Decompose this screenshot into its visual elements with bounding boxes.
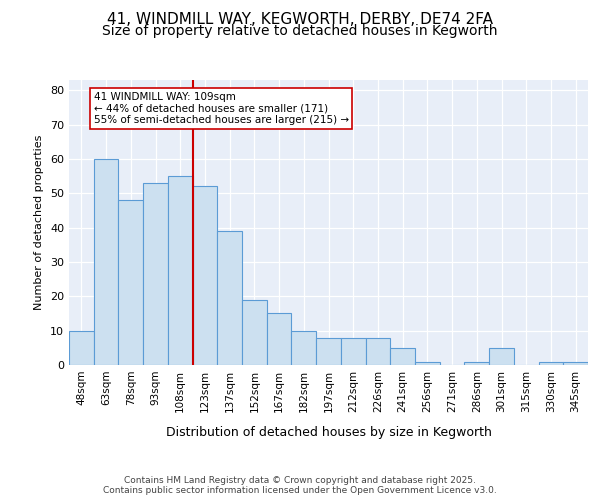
Bar bbox=[94, 159, 118, 365]
Bar bbox=[267, 314, 292, 365]
Bar bbox=[316, 338, 341, 365]
Text: Size of property relative to detached houses in Kegworth: Size of property relative to detached ho… bbox=[102, 24, 498, 38]
Bar bbox=[341, 338, 365, 365]
Bar bbox=[464, 362, 489, 365]
Bar bbox=[489, 348, 514, 365]
Bar bbox=[118, 200, 143, 365]
Bar bbox=[563, 362, 588, 365]
Text: Distribution of detached houses by size in Kegworth: Distribution of detached houses by size … bbox=[166, 426, 492, 439]
Bar bbox=[217, 231, 242, 365]
Text: Contains HM Land Registry data © Crown copyright and database right 2025.
Contai: Contains HM Land Registry data © Crown c… bbox=[103, 476, 497, 495]
Bar bbox=[242, 300, 267, 365]
Bar bbox=[69, 330, 94, 365]
Bar bbox=[143, 183, 168, 365]
Bar bbox=[168, 176, 193, 365]
Text: 41, WINDMILL WAY, KEGWORTH, DERBY, DE74 2FA: 41, WINDMILL WAY, KEGWORTH, DERBY, DE74 … bbox=[107, 12, 493, 28]
Bar bbox=[415, 362, 440, 365]
Bar bbox=[193, 186, 217, 365]
Bar bbox=[390, 348, 415, 365]
Bar bbox=[292, 330, 316, 365]
Text: 41 WINDMILL WAY: 109sqm
← 44% of detached houses are smaller (171)
55% of semi-d: 41 WINDMILL WAY: 109sqm ← 44% of detache… bbox=[94, 92, 349, 125]
Y-axis label: Number of detached properties: Number of detached properties bbox=[34, 135, 44, 310]
Bar bbox=[539, 362, 563, 365]
Bar bbox=[365, 338, 390, 365]
